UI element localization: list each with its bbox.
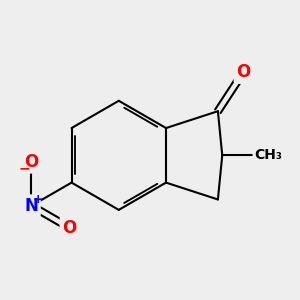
Text: O: O bbox=[62, 219, 76, 237]
Text: N: N bbox=[25, 197, 38, 215]
Text: O: O bbox=[24, 153, 38, 171]
Text: −: − bbox=[19, 162, 31, 176]
Text: O: O bbox=[236, 63, 250, 81]
Text: CH₃: CH₃ bbox=[255, 148, 283, 162]
Text: +: + bbox=[33, 193, 43, 206]
